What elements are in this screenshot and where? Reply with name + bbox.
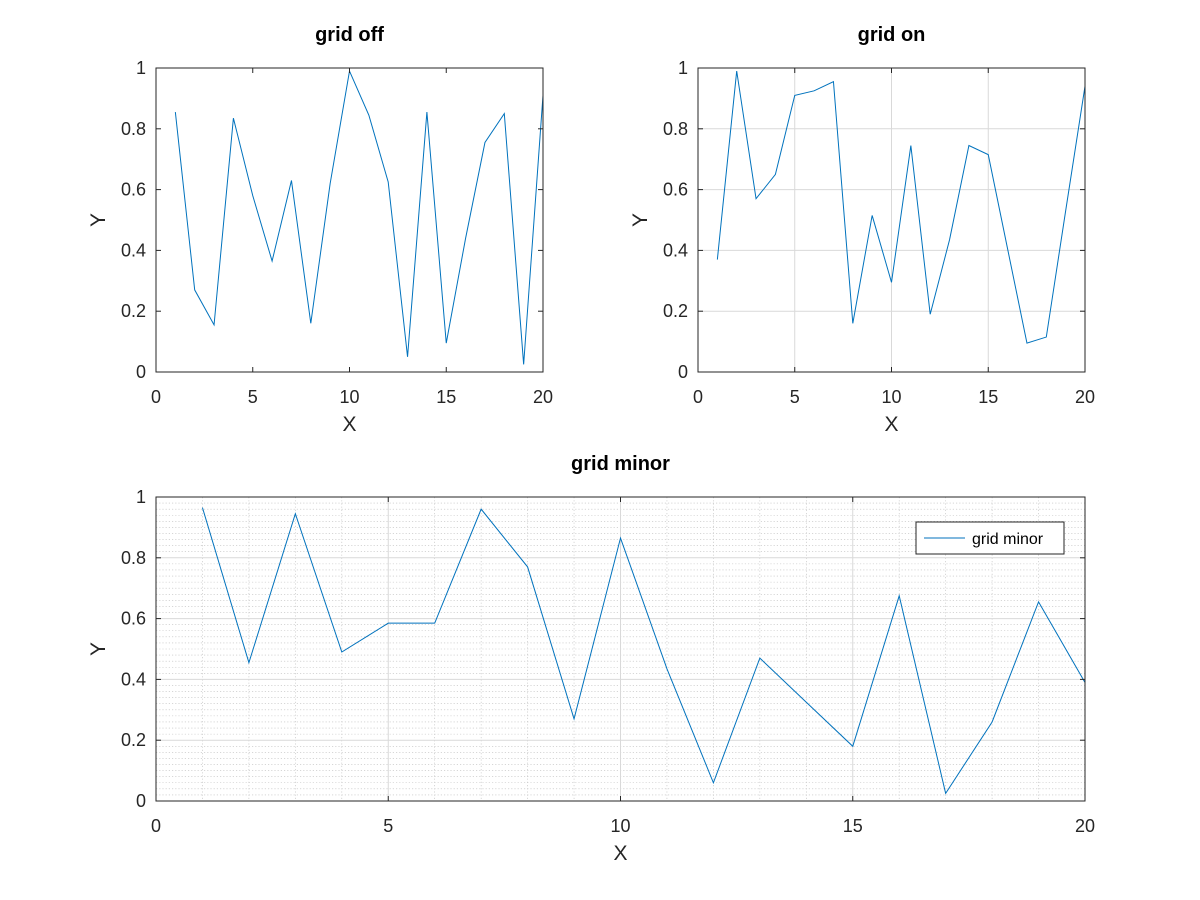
x-tick-label: 0	[693, 387, 703, 407]
y-tick-label: 0.2	[121, 730, 146, 750]
chart-1: 0 5 10 15 20 0 0.2 0.4 0.6 0.8 1 grid on X Y	[629, 24, 1095, 436]
x-tick-label: 5	[790, 387, 800, 407]
x-tick-label: 10	[881, 387, 901, 407]
y-tick-label: 0.2	[663, 301, 688, 321]
x-tick-label: 0	[151, 387, 161, 407]
y-tick-label: 0.4	[121, 669, 146, 689]
chart-title: grid on	[858, 24, 926, 46]
x-tick-label: 20	[533, 387, 553, 407]
x-tick-label: 15	[843, 816, 863, 836]
x-tick-label: 15	[436, 387, 456, 407]
y-tick-label: 0.4	[663, 240, 688, 260]
x-tick-label: 10	[339, 387, 359, 407]
x-tick-label: 20	[1075, 816, 1095, 836]
plot-area	[156, 68, 543, 372]
y-tick-label: 0	[678, 362, 688, 382]
legend: grid minor	[915, 521, 1065, 555]
series-line	[201, 507, 1086, 795]
y-tick-label: 0.6	[121, 180, 146, 200]
x-tick-label: 15	[978, 387, 998, 407]
y-tick-label: 0.8	[663, 119, 688, 139]
y-tick-label: 1	[136, 58, 146, 78]
legend-label: grid minor	[972, 531, 1044, 548]
chart-title: grid off	[315, 24, 384, 46]
x-tick-label: 0	[151, 816, 161, 836]
x-tick-label: 5	[248, 387, 258, 407]
y-tick-label: 1	[136, 487, 146, 507]
x-axis-label: X	[342, 413, 356, 436]
y-tick-label: 0	[136, 791, 146, 811]
y-axis-label: Y	[87, 213, 110, 227]
y-tick-label: 0.2	[121, 301, 146, 321]
y-axis-label: Y	[87, 642, 110, 656]
y-tick-label: 0.8	[121, 119, 146, 139]
y-axis-label: Y	[629, 213, 652, 227]
series-line	[716, 70, 1086, 344]
y-tick-label: 0	[136, 362, 146, 382]
x-axis-label: X	[613, 842, 627, 865]
chart-title: grid minor	[571, 453, 670, 475]
x-tick-label: 10	[610, 816, 630, 836]
y-tick-label: 0.4	[121, 240, 146, 260]
y-tick-label: 1	[678, 58, 688, 78]
x-axis-label: X	[884, 413, 898, 436]
series-line	[174, 69, 544, 365]
y-tick-label: 0.6	[121, 609, 146, 629]
chart-0: 0 5 10 15 20 0 0.2 0.4 0.6 0.8 1 grid off X Y	[87, 24, 553, 436]
y-tick-label: 0.6	[663, 180, 688, 200]
x-tick-label: 5	[383, 816, 393, 836]
x-tick-label: 20	[1075, 387, 1095, 407]
y-tick-label: 0.8	[121, 548, 146, 568]
